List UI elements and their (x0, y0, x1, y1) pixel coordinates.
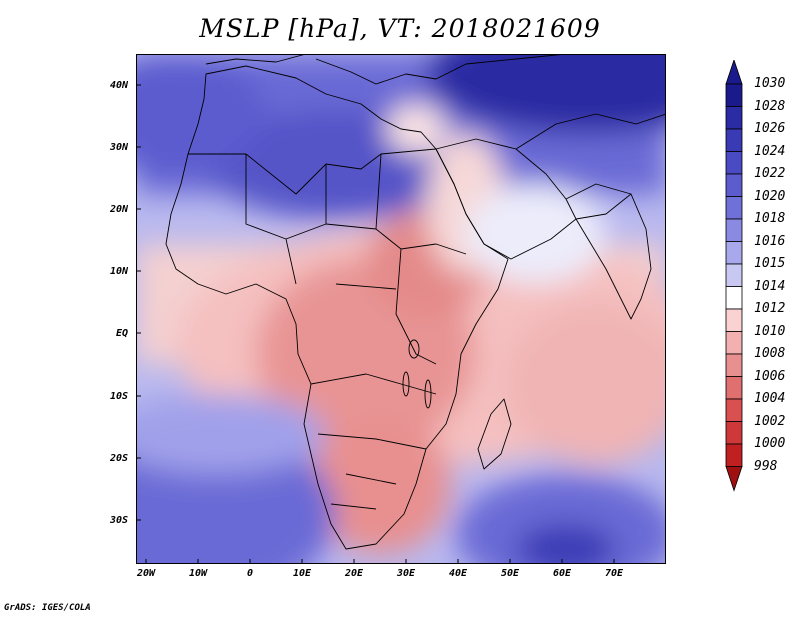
colorbar-label: 1024 (754, 143, 786, 159)
colorbar-label: 1018 (754, 211, 786, 226)
colorbar-label: 1006 (754, 368, 786, 384)
colorbar-label: 1020 (754, 188, 786, 204)
colorbar-segment (725, 218, 743, 242)
colorbar-label: 1008 (754, 346, 786, 361)
lat-label: 10N (109, 266, 128, 277)
lon-label: 10E (292, 568, 312, 579)
lat-label: 20S (109, 453, 128, 464)
lon-label: 20W (136, 568, 156, 579)
lat-label: EQ (115, 328, 128, 339)
colorbar-label: 1030 (754, 76, 786, 91)
colorbar-label: 1015 (754, 256, 786, 271)
colorbar-segment (725, 83, 743, 107)
colorbar-segment (725, 196, 743, 220)
grads-credit: GrADS: IGES/COLA (4, 603, 91, 613)
pressure-map (136, 54, 666, 564)
colorbar-label: 1002 (754, 413, 786, 429)
lon-label: 70E (604, 568, 624, 579)
colorbar-segment (725, 376, 743, 400)
colorbar-segment (725, 173, 743, 197)
colorbar-segment (725, 128, 743, 152)
lon-label: 0 (246, 568, 254, 579)
lat-label: 40N (109, 80, 128, 91)
colorbar-label: 1004 (754, 391, 786, 406)
colorbar-label: 1016 (754, 233, 786, 249)
map-title: MSLP [hPa], VT: 2018021609 (199, 14, 601, 43)
colorbar-top-cap (725, 60, 743, 85)
colorbar (725, 60, 743, 492)
colorbar-label: 1022 (754, 166, 786, 181)
colorbar-label: 998 (754, 458, 778, 474)
lon-label: 40E (448, 568, 468, 579)
colorbar-label: 1012 (754, 301, 786, 316)
colorbar-segment (725, 331, 743, 355)
colorbar-label: 1000 (754, 436, 786, 451)
colorbar-label: 1028 (754, 98, 786, 114)
colorbar-segment (725, 286, 743, 310)
colorbar-bottom-cap (725, 466, 743, 492)
lon-label: 10W (188, 568, 208, 579)
lon-label: 30E (396, 568, 416, 579)
colorbar-label: 1026 (754, 121, 786, 136)
lat-label: 20N (109, 204, 128, 215)
colorbar-segment (725, 241, 743, 265)
lon-label: 20E (344, 568, 364, 579)
colorbar-segment (725, 353, 743, 377)
coastlines (165, 54, 666, 550)
pressure-field (136, 54, 666, 564)
colorbar-segment (725, 106, 743, 130)
colorbar-segment (725, 151, 743, 175)
lon-label: 50E (500, 568, 520, 579)
colorbar-label: 1010 (754, 323, 786, 339)
map-frame (136, 54, 666, 564)
lat-label: 30S (109, 515, 128, 526)
lat-label: 10S (109, 391, 128, 402)
lat-label: 30N (109, 142, 128, 153)
colorbar-label: 1014 (754, 278, 786, 294)
colorbar-segment (725, 263, 743, 287)
colorbar-segment (725, 398, 743, 422)
colorbar-segment (725, 443, 743, 467)
colorbar-segment (725, 308, 743, 332)
colorbar-segment (725, 421, 743, 445)
lon-label: 60E (552, 568, 572, 579)
